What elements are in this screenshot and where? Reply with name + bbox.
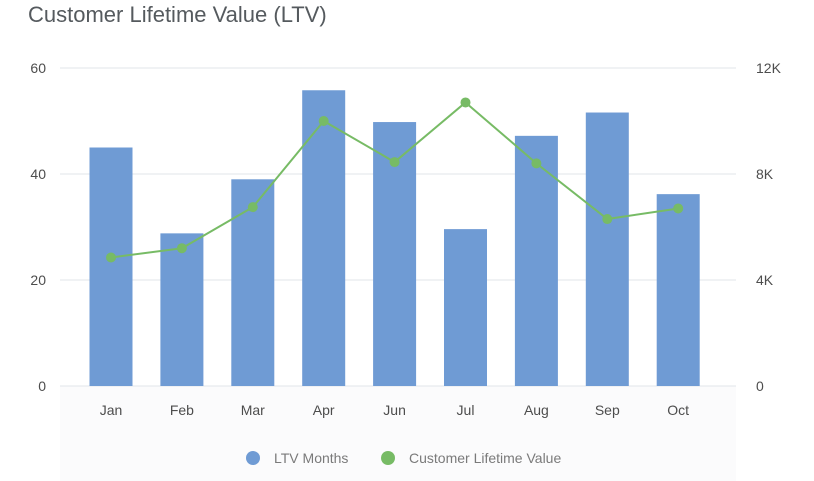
- legend-customer-lifetime-value-marker: [381, 451, 395, 465]
- x-tick-label: Sep: [595, 402, 620, 418]
- x-tick-label: Jun: [383, 402, 406, 418]
- bar-mar: [231, 179, 275, 386]
- clv-point-mar: [247, 202, 258, 213]
- clv-point-aug: [531, 158, 542, 169]
- bar-sep: [585, 112, 629, 387]
- clv-point-feb: [176, 243, 187, 254]
- clv-point-apr: [318, 116, 329, 126]
- bar-apr: [302, 90, 346, 386]
- legend-customer-lifetime-value-label: Customer Lifetime Value: [409, 450, 561, 466]
- y-left-tick-label: 40: [30, 166, 46, 182]
- x-tick-label: Jan: [100, 402, 123, 418]
- bar-jan: [89, 147, 133, 386]
- x-tick-label: Apr: [313, 402, 335, 418]
- clv-point-jun: [389, 157, 400, 168]
- y-right-tick-label: 4K: [756, 272, 774, 288]
- clv-point-oct: [673, 203, 684, 214]
- y-left-tick-label: 20: [30, 272, 46, 288]
- plot-footer-band: [60, 386, 736, 481]
- bar-jul: [444, 229, 487, 386]
- legend-ltv-months-marker: [246, 451, 260, 465]
- x-tick-label: Mar: [241, 402, 265, 418]
- legend-ltv-months-label: LTV Months: [274, 450, 348, 466]
- y-right-tick-label: 0: [756, 378, 764, 394]
- clv-point-sep: [602, 214, 613, 225]
- clv-point-jan: [106, 252, 116, 263]
- y-left-tick-label: 0: [38, 378, 46, 394]
- x-tick-label: Oct: [667, 402, 689, 418]
- y-right-tick-label: 12K: [756, 60, 782, 76]
- chart-title: Customer Lifetime Value (LTV): [28, 2, 327, 27]
- bar-aug: [514, 135, 558, 386]
- y-right-tick-label: 8K: [756, 166, 774, 182]
- x-tick-label: Feb: [170, 402, 194, 418]
- y-left-tick-label: 60: [30, 60, 46, 76]
- x-tick-label: Jul: [457, 402, 475, 418]
- bar-oct: [656, 194, 700, 386]
- clv-point-jul: [460, 97, 471, 108]
- x-tick-label: Aug: [524, 402, 549, 418]
- bar-feb: [160, 233, 204, 386]
